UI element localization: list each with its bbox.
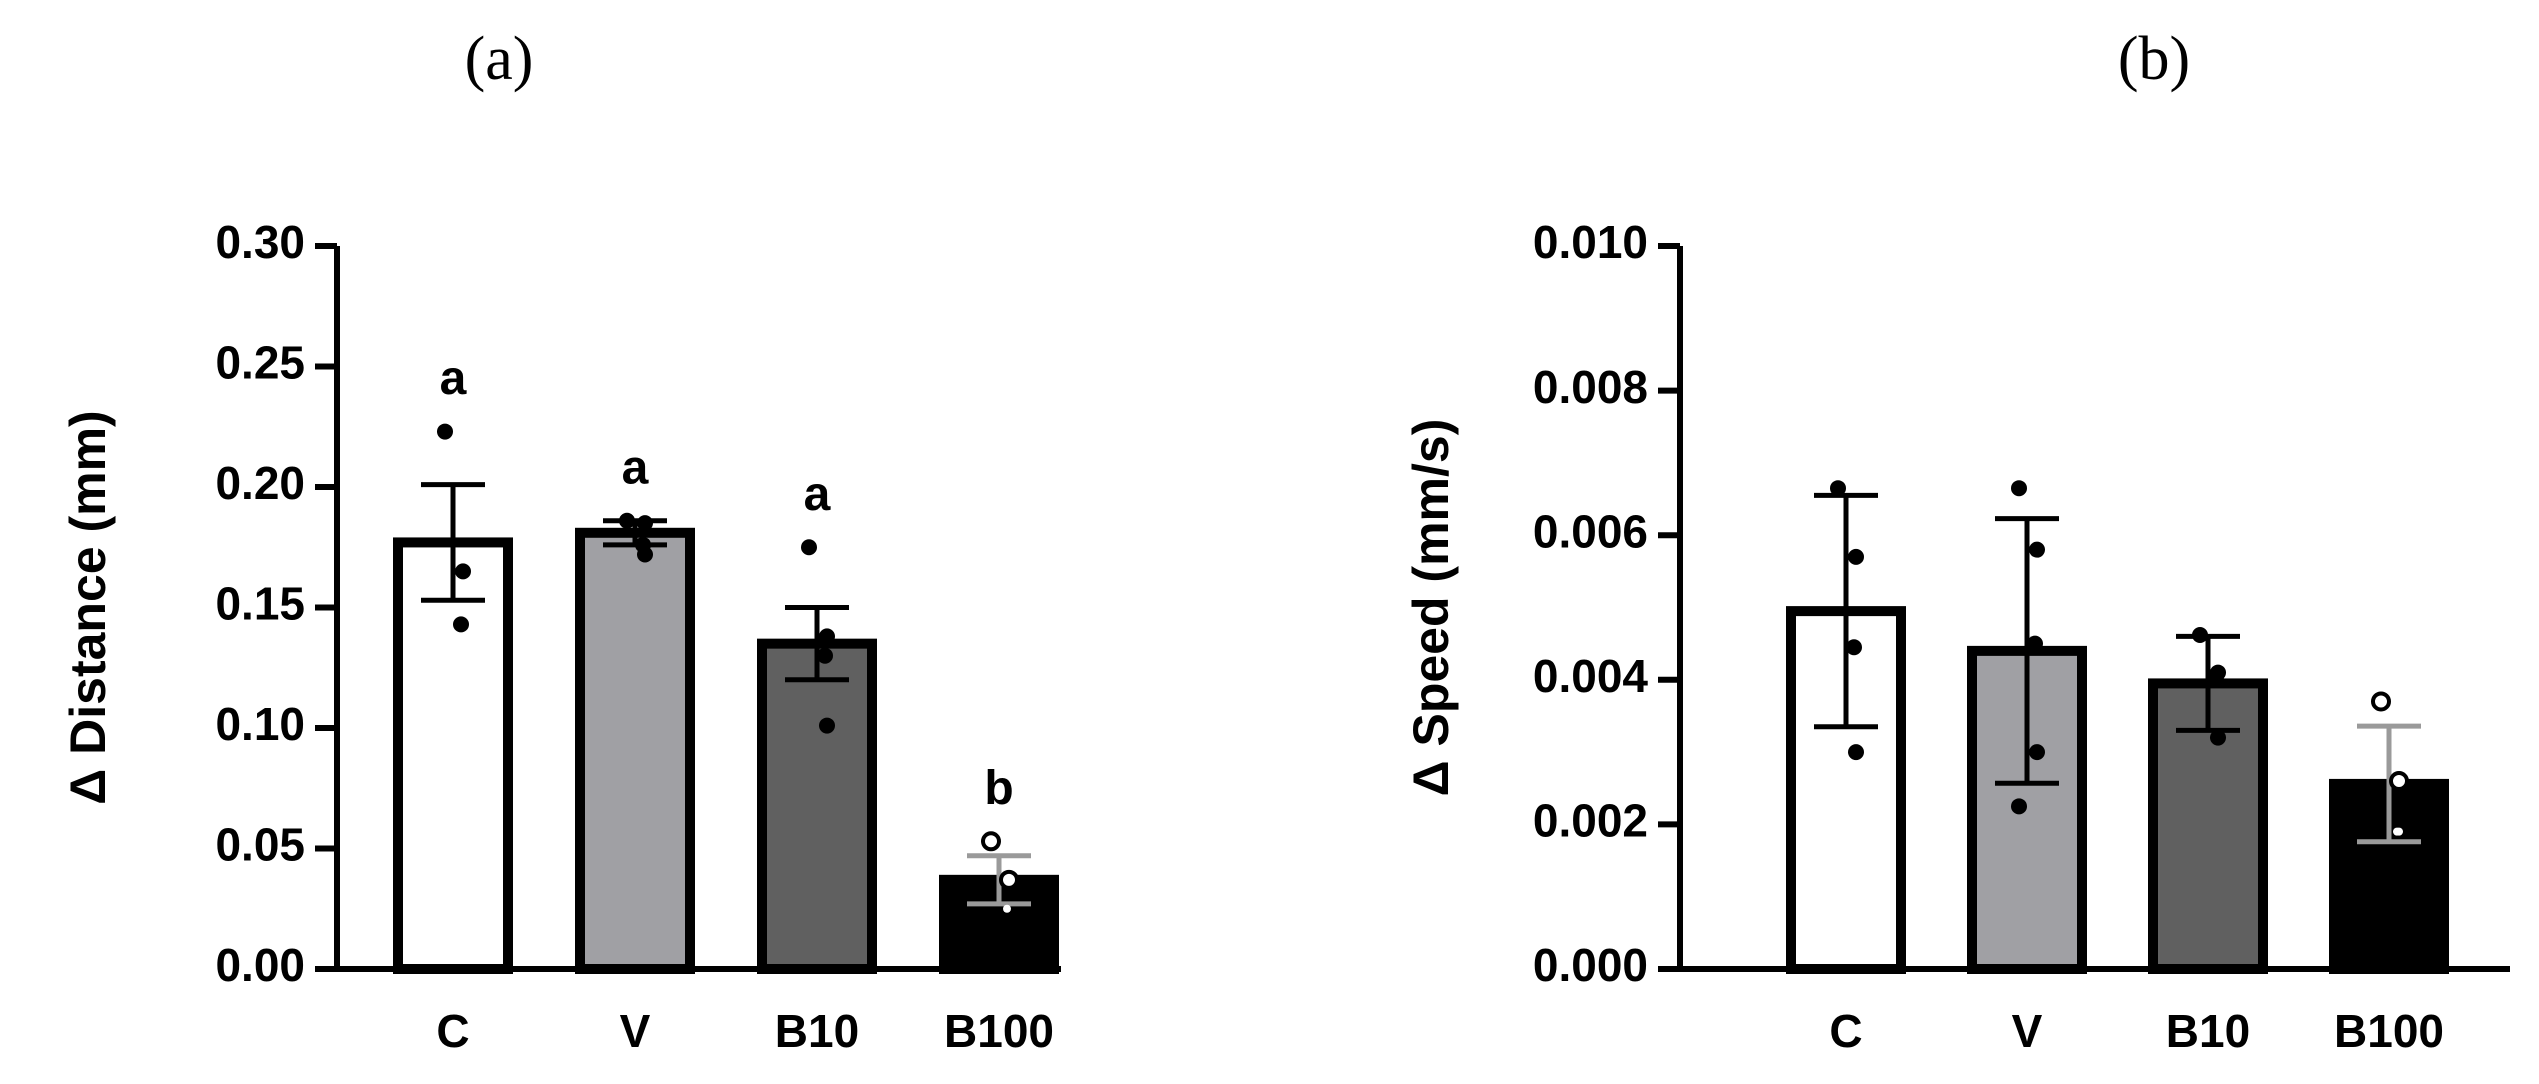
y-tick-label: 0.30 — [215, 216, 305, 268]
y-tick-label: 0.008 — [1533, 361, 1648, 413]
error-bar — [421, 482, 485, 603]
y-tick-label: 0.006 — [1533, 505, 1648, 557]
y-tick-label: 0.15 — [215, 578, 305, 630]
data-point — [453, 616, 469, 633]
significance-letter: b — [984, 762, 1013, 815]
data-point — [1830, 480, 1846, 497]
significance-letter: a — [440, 352, 467, 405]
data-point — [637, 546, 653, 563]
x-tick-label: C — [436, 1005, 469, 1057]
y-tick-label: 0.10 — [215, 698, 305, 750]
y-tick-label: 0.010 — [1533, 216, 1648, 268]
y-tick-label: 0.25 — [215, 337, 305, 389]
x-tick-label: B10 — [775, 1005, 859, 1057]
data-point — [2389, 771, 2409, 792]
data-point — [999, 869, 1019, 890]
data-point — [1003, 904, 1011, 913]
panel-title: (b) — [2118, 25, 2190, 93]
data-point — [819, 628, 835, 645]
panel-title: (a) — [465, 25, 534, 93]
x-tick-label: C — [1829, 1005, 1862, 1057]
data-point — [819, 717, 835, 734]
data-point — [2210, 729, 2226, 746]
data-point — [1848, 548, 1864, 565]
error-bar — [785, 605, 849, 683]
data-point — [2011, 798, 2027, 815]
x-tick-label: V — [620, 1005, 651, 1057]
x-tick-label: B100 — [2334, 1005, 2444, 1057]
bar — [393, 537, 513, 974]
bar — [757, 638, 877, 975]
data-point — [455, 563, 471, 580]
data-point — [2029, 541, 2045, 558]
data-point — [2371, 691, 2391, 712]
y-tick-label: 0.05 — [215, 819, 305, 871]
bar — [575, 527, 695, 974]
y-axis-label: Δ Distance (mm) — [60, 410, 116, 804]
error-bar — [1814, 492, 1878, 730]
error-bar — [2357, 723, 2421, 845]
data-point — [801, 539, 817, 556]
data-point — [619, 512, 635, 529]
x-tick-label: V — [2012, 1005, 2043, 1057]
significance-letter: a — [622, 441, 649, 494]
data-point — [2029, 744, 2045, 761]
data-point — [437, 423, 453, 440]
data-point — [1846, 639, 1862, 656]
data-point — [2192, 626, 2208, 643]
data-point — [2208, 671, 2224, 688]
data-point — [817, 647, 833, 664]
data-point — [2395, 827, 2403, 836]
data-point — [981, 831, 1001, 852]
y-tick-label: 0.004 — [1533, 650, 1649, 702]
x-tick-label: B10 — [2166, 1005, 2250, 1057]
y-tick-label: 0.00 — [215, 939, 305, 991]
y-tick-label: 0.20 — [215, 457, 305, 509]
error-bar — [1995, 516, 2059, 786]
x-tick-label: B100 — [944, 1005, 1054, 1057]
y-tick-label: 0.000 — [1533, 939, 1648, 991]
y-axis-label: Δ Speed (mm/s) — [1403, 419, 1459, 797]
y-tick-label: 0.002 — [1533, 795, 1648, 847]
significance-letter: a — [804, 468, 831, 521]
data-point — [2011, 480, 2027, 497]
error-bar — [2176, 633, 2240, 733]
data-point — [1848, 744, 1864, 761]
data-point — [2027, 635, 2043, 652]
data-point — [637, 515, 653, 532]
